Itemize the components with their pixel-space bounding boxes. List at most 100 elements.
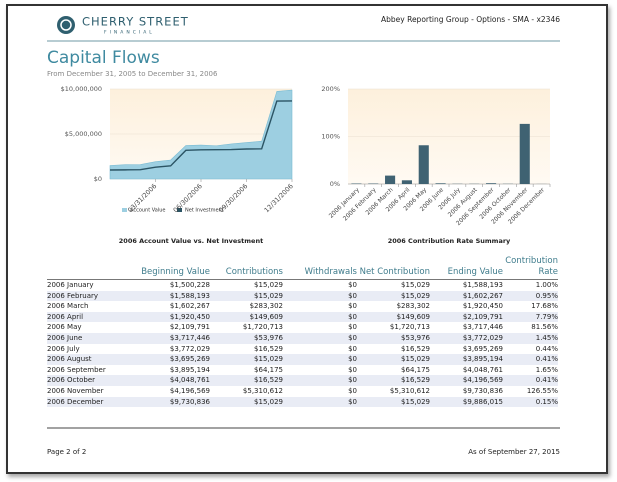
cell: 81.56% — [531, 323, 558, 332]
table-row: 2006 June $3,717,446 $53,976 $0 $53,976 $3,77… — [47, 332, 558, 344]
cell: $3,717,446 — [140, 332, 210, 344]
chart-title: 2006 Account Value vs. Net Investment — [119, 237, 263, 245]
cell: $0 — [283, 396, 357, 408]
cell: $53,976 — [210, 332, 283, 344]
table-row: 2006 September $3,895,194 $64,175 $0 $64,175… — [47, 365, 558, 376]
row-label: 2006 September — [47, 365, 106, 374]
cell: 1.65% — [535, 365, 558, 374]
cell: $0 — [348, 323, 357, 332]
cell: $64,175 — [254, 365, 283, 374]
column-header: Contributions — [210, 256, 283, 280]
cell: $1,500,228 — [169, 281, 210, 289]
cell: $0 — [348, 281, 357, 289]
cell: $15,029 — [357, 396, 430, 408]
legend-swatch — [122, 208, 127, 212]
cell: $16,529 — [254, 344, 283, 353]
cell: $15,029 — [401, 281, 430, 289]
logo-sub: FINANCIAL — [104, 30, 155, 36]
table-row: 2006 December $9,730,836 $15,029 $0 $15,029 $… — [47, 396, 558, 408]
cell: 0.95% — [503, 290, 558, 302]
column-header: Ending Value — [430, 256, 503, 280]
cell: $5,310,612 — [389, 386, 430, 395]
bar — [486, 183, 497, 184]
cell: $0 — [283, 375, 357, 386]
logo: CHERRY STREET FINANCIAL — [57, 15, 188, 36]
cell: $3,695,269 — [462, 344, 503, 353]
row-label: 2006 January — [47, 281, 94, 289]
row-label: 2006 July — [47, 344, 80, 353]
y-tick-label: $0 — [94, 175, 102, 183]
account-name: Abbey Reporting Group - Options - SMA - … — [381, 15, 560, 24]
footer-date: As of September 27, 2015 — [468, 448, 560, 456]
cell: 126.55% — [526, 386, 558, 395]
cell: $283,302 — [249, 302, 283, 311]
legend-swatch — [177, 208, 182, 212]
cell: 0.41% — [503, 375, 558, 386]
cell: $2,109,791 — [169, 323, 210, 332]
cell: $3,772,029 — [430, 332, 503, 344]
cell: $64,175 — [401, 365, 430, 374]
page-frame — [6, 4, 608, 474]
y-tick-label: 0% — [330, 180, 340, 188]
table-row: 2006 March $1,602,267 $283,302 $0 $283,302 $1… — [47, 301, 558, 312]
capital-flows-table: Beginning Value Contributions Withdrawals N… — [47, 256, 558, 408]
bar — [385, 175, 396, 184]
cell: 0.41% — [503, 354, 558, 365]
cell: $0 — [348, 302, 357, 311]
x-tick-label: 09/30/2006 — [217, 182, 249, 214]
cell: $0 — [348, 365, 357, 374]
cell: 1.45% — [503, 332, 558, 344]
bar — [435, 183, 446, 184]
row-label: 2006 November — [47, 386, 104, 395]
table-header: Beginning Value Contributions Withdrawals N… — [47, 256, 558, 280]
cell: 17.68% — [531, 302, 558, 311]
cell: $4,048,761 — [140, 375, 210, 386]
cell: $1,588,193 — [462, 281, 503, 289]
y-tick-label: $10,000,000 — [61, 85, 102, 93]
cell: $149,609 — [210, 311, 283, 323]
x-tick-label: 12/31/2006 — [263, 182, 295, 214]
cell: $15,029 — [210, 396, 283, 408]
cell: $0 — [283, 290, 357, 302]
cell: $15,029 — [357, 290, 430, 302]
row-label: 2006 June — [47, 332, 140, 344]
cell: $4,048,761 — [462, 365, 503, 374]
cell: $0 — [283, 332, 357, 344]
cell: $3,895,194 — [169, 365, 210, 374]
column-header: Contribution Rate — [503, 256, 558, 280]
cell: $1,920,450 — [140, 311, 210, 323]
cell: $4,196,569 — [169, 386, 210, 395]
page-title: Capital Flows — [47, 48, 160, 68]
cell: $1,588,193 — [140, 290, 210, 302]
cell: $1,920,450 — [462, 302, 503, 311]
cell: $0 — [283, 311, 357, 323]
row-label: 2006 February — [47, 290, 140, 302]
legend-label: Net Investment — [185, 208, 224, 214]
cell: $149,609 — [357, 311, 430, 323]
table-row: 2006 May $2,109,791 $1,720,713 $0 $1,720,713… — [47, 322, 558, 333]
row-label: 2006 April — [47, 311, 140, 323]
cell: $1,602,267 — [430, 290, 503, 302]
table-row: 2006 January $1,500,228 $15,029 $0 $15,029 $1… — [47, 280, 558, 291]
cell: $53,976 — [357, 332, 430, 344]
cell: $1,720,713 — [389, 323, 430, 332]
cell: $3,717,446 — [462, 323, 503, 332]
cell: $4,196,569 — [430, 375, 503, 386]
cell: 7.79% — [503, 311, 558, 323]
cell: 0.44% — [535, 344, 558, 353]
table-row: 2006 November $4,196,569 $5,310,612 $0 $5,31… — [47, 386, 558, 397]
column-header: Withdrawals — [283, 256, 357, 280]
cell: $16,529 — [210, 375, 283, 386]
y-tick-label: 200% — [321, 85, 340, 93]
row-label: 2006 October — [47, 375, 140, 386]
cell: $1,720,713 — [242, 323, 283, 332]
bar — [519, 123, 530, 184]
table-body: 2006 January $1,500,228 $15,029 $0 $15,029 $1… — [47, 280, 558, 408]
chart-title: 2006 Contribution Rate Summary — [388, 237, 511, 245]
cell: $15,029 — [254, 281, 283, 289]
table-row: 2006 October $4,048,761 $16,529 $0 $16,529 $4… — [47, 375, 558, 386]
row-label: 2006 December — [47, 396, 140, 408]
row-label: 2006 August — [47, 354, 140, 365]
